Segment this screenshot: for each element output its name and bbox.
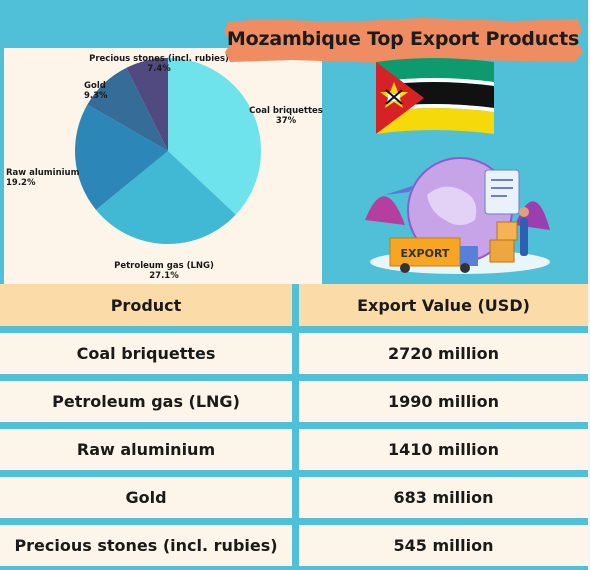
pie-slice bbox=[87, 67, 168, 151]
export-table: Product Export Value (USD) Coal briquett… bbox=[0, 284, 588, 570]
pie-label-name: Coal briquettes bbox=[249, 106, 323, 116]
brush-stroke-background bbox=[224, 18, 583, 63]
table-row: Raw aluminium 1410 million bbox=[0, 429, 588, 477]
pie-label-value: 37% bbox=[275, 116, 297, 126]
product-cell: Petroleum gas (LNG) bbox=[0, 381, 299, 429]
pie-label-value: 7.4% bbox=[147, 64, 171, 74]
pie-chart-panel: Precious stones (incl. rubies) 7.4% Gold… bbox=[4, 48, 323, 285]
pie-slice bbox=[168, 58, 261, 215]
pie-label-name: Precious stones (incl. rubies) bbox=[89, 54, 229, 64]
pie-label-gold: Gold 9.3% bbox=[84, 81, 108, 101]
export-value-cell: 683 million bbox=[299, 477, 588, 525]
pie-label-value: 9.3% bbox=[84, 91, 108, 101]
pie-label-name: Raw aluminium bbox=[6, 168, 80, 178]
pie-slice bbox=[75, 104, 168, 210]
pie-label-value: 19.2% bbox=[6, 178, 36, 188]
title-banner: Mozambique Top Export Products bbox=[222, 16, 584, 66]
table-row: Coal briquettes 2720 million bbox=[0, 333, 588, 381]
export-value-cell: 545 million bbox=[299, 525, 588, 570]
pie-slice bbox=[95, 151, 236, 244]
export-value-cell: 2720 million bbox=[299, 333, 588, 381]
table-row: Petroleum gas (LNG) 1990 million bbox=[0, 381, 588, 429]
pie-slice bbox=[126, 58, 168, 151]
table-header-row: Product Export Value (USD) bbox=[0, 284, 588, 333]
table-row: Gold 683 million bbox=[0, 477, 588, 525]
export-value-cell: 1410 million bbox=[299, 429, 588, 477]
export-globe-illustration: EXPORT bbox=[365, 157, 550, 274]
pie-label-precious-stones: Precious stones (incl. rubies) 7.4% bbox=[89, 54, 229, 74]
pie-label-value: 27.1% bbox=[149, 271, 179, 281]
column-header-product: Product bbox=[0, 284, 299, 333]
product-cell: Raw aluminium bbox=[0, 429, 299, 477]
product-cell: Precious stones (incl. rubies) bbox=[0, 525, 299, 570]
export-value-cell: 1990 million bbox=[299, 381, 588, 429]
pie-label-petroleum-gas: Petroleum gas (LNG) 27.1% bbox=[114, 261, 214, 281]
pie-label-name: Gold bbox=[84, 81, 106, 91]
export-truck-label: EXPORT bbox=[401, 247, 450, 260]
pie-chart bbox=[75, 58, 261, 244]
table-row: Precious stones (incl. rubies) 545 milli… bbox=[0, 525, 588, 570]
export-table-body: Product Export Value (USD) Coal briquett… bbox=[0, 284, 588, 570]
pie-label-coal-briquettes: Coal briquettes 37% bbox=[249, 106, 323, 126]
chart-title: Mozambique Top Export Products bbox=[226, 28, 580, 50]
pie-label-raw-aluminium: Raw aluminium 19.2% bbox=[6, 168, 79, 188]
product-cell: Gold bbox=[0, 477, 299, 525]
product-cell: Coal briquettes bbox=[0, 333, 299, 381]
pie-label-name: Petroleum gas (LNG) bbox=[114, 261, 214, 271]
column-header-export-value: Export Value (USD) bbox=[299, 284, 588, 333]
mozambique-flag-icon bbox=[376, 58, 494, 134]
